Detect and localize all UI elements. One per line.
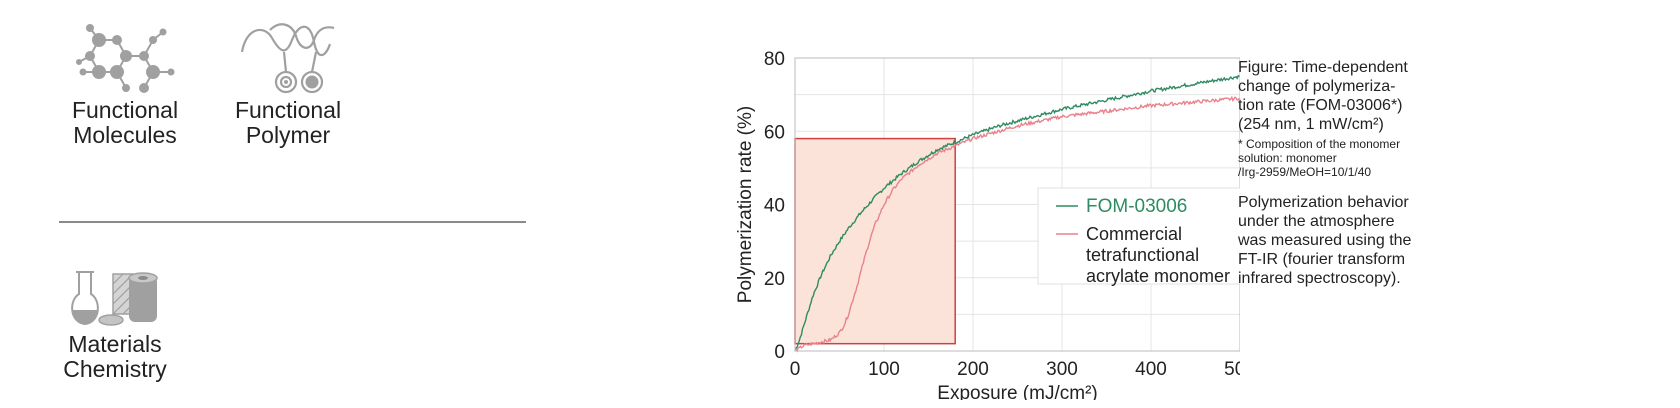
legend-label-commercial: Commercial tetrafunctional acrylate monome… [1086,224,1230,286]
y-tick-label: 80 [764,49,785,70]
caption-title-line: (254 nm, 1 mW/cm²) [1238,116,1384,133]
category-materials-chemistry[interactable]: Materials Chemistry [45,268,185,382]
caption-desc-line: Polymerization behavior [1238,194,1409,211]
series-layer [794,74,1240,353]
caption-title-line: Figure: Time-dependent [1238,59,1408,76]
section-divider [59,221,526,223]
x-tick-label: 100 [868,359,900,380]
plot-area-border [794,57,1240,352]
series-line-0 [794,74,1240,352]
x-tick-label: 400 [1135,359,1167,380]
legend: FOM-03006 Commercial tetrafunctional acryla… [1037,187,1240,286]
caption-title-line: change of polymeriza- [1238,78,1396,95]
tick-labels: 0 20 40 60 80 0 100 200 300 400 500 [764,49,1240,380]
polymer-icon [240,23,335,94]
category-functional-molecules[interactable]: Functional Molecules [55,22,195,148]
category-label-line2: Polymer [245,122,331,148]
x-tick-label: 500 [1224,359,1240,380]
caption-note-line: solution: monomer [1238,151,1337,165]
y-tick-label: 20 [764,269,785,290]
legend-label-fom: FOM-03006 [1086,196,1187,217]
series-line-1 [794,95,1240,353]
category-label-line2: Chemistry [63,356,167,382]
y-tick-label: 40 [764,196,785,217]
caption-note-line: * Composition of the monomer [1238,137,1401,151]
flask-icon [71,271,158,326]
y-tick-label: 60 [764,122,785,143]
polymerization-chart: 0 20 40 60 80 0 100 200 300 400 500 Exposure (mJ/c… [735,49,1240,400]
legend-box [1037,187,1240,285]
x-axis-label: Exposure (mJ/cm²) [937,383,1097,400]
x-tick-label: 300 [1046,359,1078,380]
caption-desc-line: FT-IR (fourier transform [1238,251,1406,268]
category-label-line2: Molecules [73,122,177,148]
highlight-region [794,137,956,345]
category-functional-polymer[interactable]: Functional Polymer [218,22,358,148]
caption-desc-line: was measured using the [1238,232,1412,249]
x-tick-label: 200 [957,359,989,380]
caption-title-line: tion rate (FOM-03006*) [1238,97,1403,114]
x-tick-label: 0 [790,359,801,380]
category-label-line1: Functional [71,97,179,123]
caption-note-line: /Irg-2959/MeOH=10/1/40 [1238,165,1372,179]
caption-desc-line: infrared spectroscopy). [1238,270,1401,287]
category-label-line1: Materials [68,331,162,357]
y-axis-label: Polymerization rate (%) [735,106,756,303]
caption-desc-line: under the atmosphere [1238,213,1395,230]
molecule-icon [76,24,175,93]
category-label-line1: Functional [234,97,342,123]
y-tick-label: 0 [774,342,785,363]
figure-caption: Figure: Time-dependent change of polymer… [1238,58,1473,288]
